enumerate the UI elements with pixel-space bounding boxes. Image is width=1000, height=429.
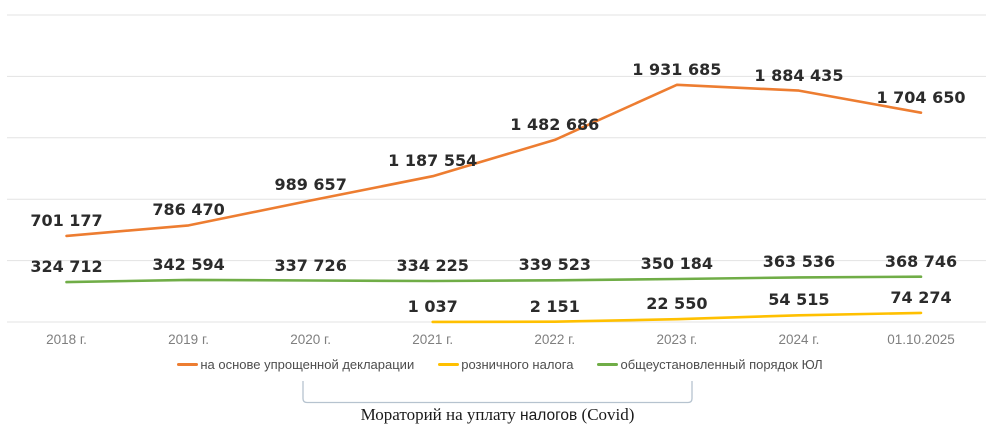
legend-label: общеустановленный порядок ЮЛ [620, 357, 823, 372]
data-label-series2-point2: 337 726 [274, 255, 347, 275]
series-line-2 [65, 275, 923, 284]
x-axis-label-5: 2023 г. [656, 332, 698, 347]
legend-swatch-green [597, 363, 619, 366]
data-label-series1-point3: 1 037 [407, 296, 458, 316]
data-label-series0-point6: 1 884 435 [754, 65, 844, 85]
data-label-series1-point5: 22 550 [646, 294, 708, 314]
data-label-series0-point7: 1 704 650 [876, 87, 966, 107]
legend-item-general-order: общеустановленный порядок ЮЛ [597, 357, 823, 372]
chart-legend: на основе упрощенной декларации рознично… [0, 357, 1000, 372]
x-axis-label-2: 2020 г. [290, 332, 332, 347]
x-axis-label-4: 2022 г. [534, 332, 576, 347]
data-label-series1-point4: 2 151 [529, 296, 580, 316]
series-line-0 [65, 83, 923, 238]
data-label-series2-point3: 334 225 [396, 255, 469, 275]
data-label-series2-point7: 368 746 [884, 251, 958, 271]
moratorium-bracket [302, 381, 693, 404]
data-label-series0-point4: 1 482 686 [510, 114, 600, 134]
annotation-text-sans: налогов [520, 407, 582, 424]
data-label-series1-point7: 74 274 [890, 287, 952, 307]
data-label-series0-point5: 1 931 685 [632, 59, 722, 79]
data-label-series0-point2: 989 657 [274, 175, 347, 195]
legend-label: розничного налога [461, 357, 574, 372]
moratorium-annotation: Мораторий на уплату налогов (Covid) [303, 405, 692, 425]
data-label-series2-point5: 350 184 [640, 253, 714, 273]
legend-swatch-yellow [438, 363, 460, 366]
legend-swatch-orange [177, 363, 199, 366]
x-axis-label-7: 01.10.2025 [887, 332, 955, 347]
annotation-text-serif-1: Мораторий на уплату [360, 405, 521, 424]
data-label-series0-point1: 786 470 [152, 200, 225, 220]
data-label-series2-point1: 342 594 [152, 254, 225, 274]
annotation-text-serif-2: (Covid) [581, 405, 635, 424]
data-label-series2-point6: 363 536 [762, 252, 836, 272]
series-line-1 [431, 311, 923, 324]
x-axis-label-0: 2018 г. [46, 332, 87, 347]
data-label-series0-point0: 701 177 [30, 210, 103, 230]
data-label-series2-point4: 339 523 [518, 255, 591, 275]
x-axis-label-3: 2021 г. [412, 332, 454, 347]
data-label-series0-point3: 1 187 554 [388, 151, 478, 171]
legend-label: на основе упрощенной декларации [200, 357, 415, 372]
legend-item-retail-tax: розничного налога [438, 357, 573, 372]
legend-item-simplified-declaration: на основе упрощенной декларации [177, 357, 414, 372]
x-axis-label-1: 2019 г. [168, 332, 209, 347]
data-label-series1-point6: 54 515 [768, 290, 830, 310]
data-label-series2-point0: 324 712 [30, 257, 103, 277]
x-axis-label-6: 2024 г. [778, 332, 820, 347]
